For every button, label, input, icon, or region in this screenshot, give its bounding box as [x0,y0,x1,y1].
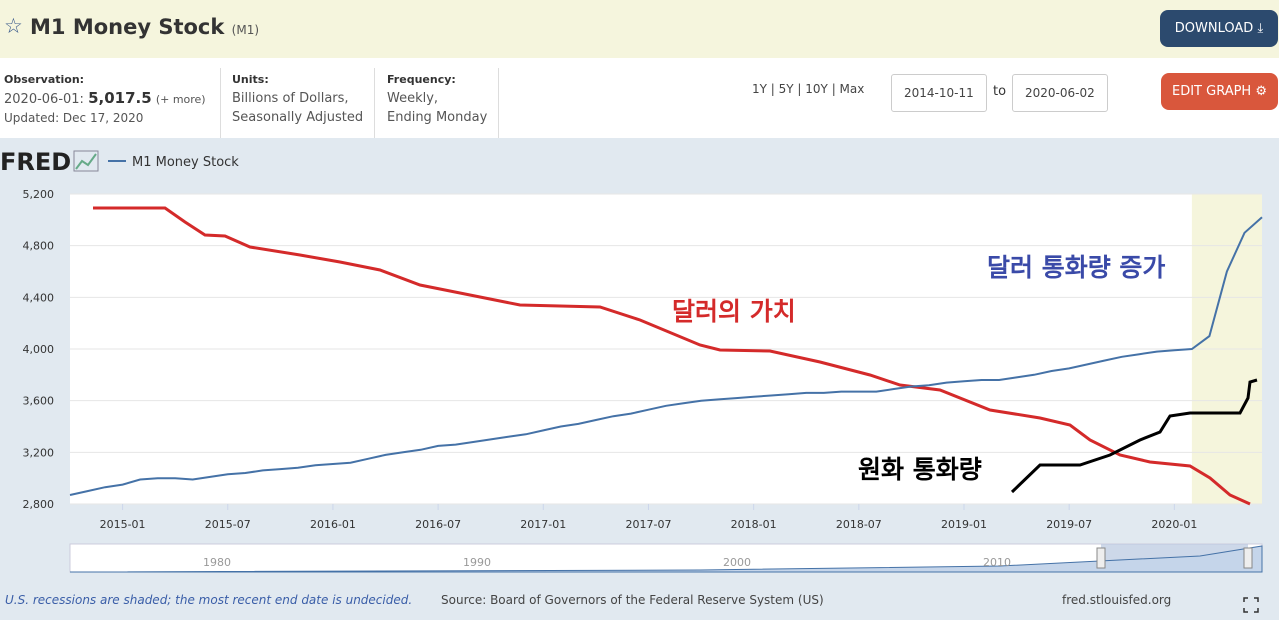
title-text: M1 Money Stock [30,15,225,39]
navigator-label: 1980 [203,556,231,569]
navigator-handle[interactable] [1243,547,1253,569]
obs-value: 5,017.5 [88,89,152,107]
header: ☆ M1 Money Stock (M1) DOWNLOAD ⤓ [0,0,1279,58]
series-line [69,216,1263,496]
frequency-text: Weekly, [387,91,439,106]
x-tick-label: 2017-01 [520,518,566,531]
x-tick-label: 2016-07 [415,518,461,531]
to-label: to [993,84,1007,99]
download-button[interactable]: DOWNLOAD ⤓ [1160,10,1278,47]
recession-note: U.S. recessions are shaded; the most rec… [5,593,412,607]
annotation: 달러의 가치 [672,297,796,326]
annotation: 달러 통화량 증가 [987,253,1165,282]
download-text: DOWNLOAD [1174,21,1254,36]
x-tick-label: 2015-07 [205,518,251,531]
navigator-label: 2000 [723,556,751,569]
y-tick-label: 2,800 [23,498,55,511]
frequency-text: Ending Monday [387,110,488,125]
x-tick-label: 2017-07 [625,518,671,531]
separator [374,68,375,138]
x-tick-label: 2016-01 [310,518,356,531]
x-tick-label: 2018-07 [836,518,882,531]
info-bar: Observation: 2020-06-01: 5,017.5 (+ more… [0,58,1279,138]
legend-entry: M1 Money Stock [132,155,239,170]
series-code: (M1) [231,23,260,37]
logo-icon [75,153,97,170]
y-tick-label: 4,400 [23,291,55,304]
source: Source: Board of Governors of the Federa… [441,593,824,607]
navigator-label: 2010 [983,556,1011,569]
fred-logo: FRED [0,148,71,176]
x-tick-label: 2019-07 [1046,518,1092,531]
y-tick-label: 3,600 [23,395,55,408]
separator [220,68,221,138]
observation: Observation: 2020-06-01: 5,017.5 (+ more… [4,70,206,128]
updated: Updated: Dec 17, 2020 [4,111,144,125]
frequency: Frequency: Weekly, Ending Monday [387,70,487,127]
favorite-star[interactable]: ☆ [4,14,23,38]
fullscreen-icon[interactable] [1243,597,1259,613]
x-tick-label: 2019-01 [941,518,987,531]
annotation: 원화 통화량 [858,455,982,484]
units-text: Billions of Dollars, [232,91,349,106]
navigator-label: 1990 [463,556,491,569]
units-text: Seasonally Adjusted [232,110,364,125]
hand-drawn-dollar-value-line [93,206,1251,506]
x-tick-label: 2018-01 [731,518,777,531]
edit-text: EDIT GRAPH [1171,84,1252,99]
url[interactable]: fred.stlouisfed.org [1062,593,1171,607]
y-tick-label: 3,200 [23,446,55,459]
y-tick-label: 4,000 [23,343,55,356]
range-links[interactable]: 1Y | 5Y | 10Y | Max [752,82,865,96]
y-tick-label: 5,200 [23,188,55,201]
y-tick-label: 4,800 [23,240,55,253]
navigator-handle[interactable] [1096,547,1106,569]
start-date-input[interactable]: 2014-10-11 [891,74,987,112]
more-link[interactable]: (+ more) [155,93,206,106]
hand-drawn-won-supply-line [1010,378,1258,494]
navigator-series [69,545,1263,573]
x-tick-label: 2020-01 [1151,518,1197,531]
separator [498,68,499,138]
navigator[interactable] [69,543,1263,573]
label: Observation: [4,73,85,86]
x-tick-label: 2015-01 [100,518,146,531]
label: Units: [232,73,269,86]
units: Units: Billions of Dollars, Seasonally A… [232,70,363,127]
edit-graph-button[interactable]: EDIT GRAPH ⚙ [1161,73,1278,110]
end-date-input[interactable]: 2020-06-02 [1012,74,1108,112]
obs-date: 2020-06-01: [4,92,84,107]
label: Frequency: [387,73,456,86]
series-title: M1 Money Stock (M1) [30,15,259,39]
logo-icon [73,150,99,172]
